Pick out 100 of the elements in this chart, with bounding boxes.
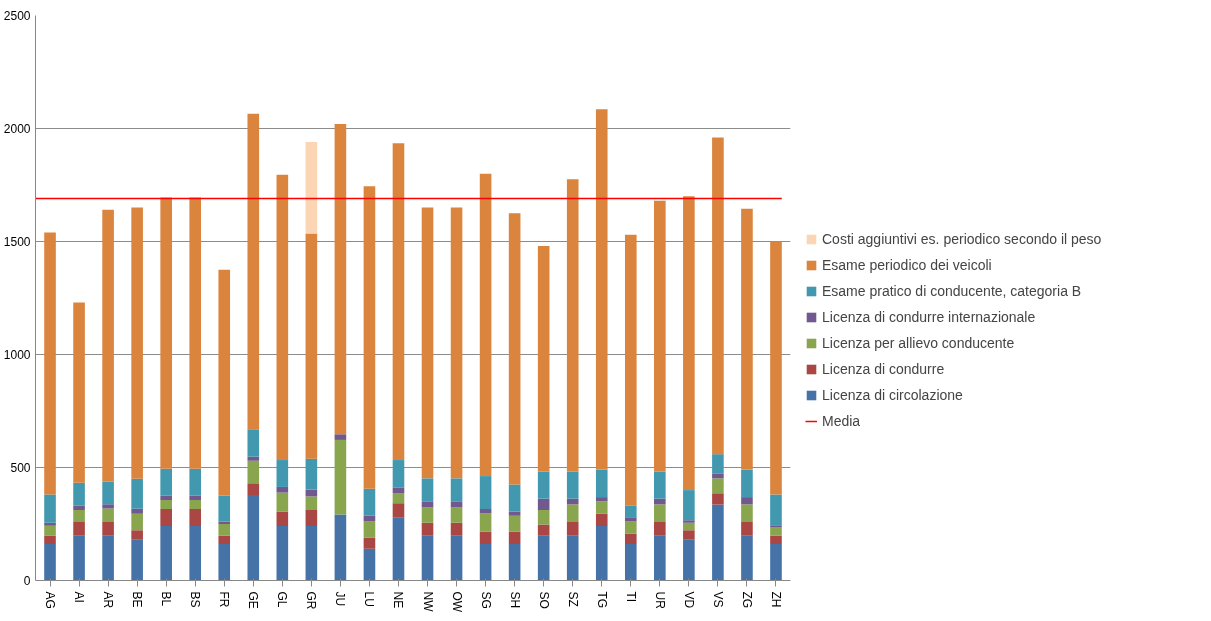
bar [247,495,260,581]
bar [566,521,579,536]
bar [392,460,405,488]
x-tick-label: NE [391,591,406,609]
bar [624,544,637,581]
bar [131,478,143,509]
bar [44,525,56,536]
bar [102,481,114,505]
bar [276,526,289,581]
bar [421,207,434,479]
x-tick-label: SZ [565,591,580,607]
bar [479,476,492,510]
bar [770,526,782,536]
bar [305,496,318,510]
bar [421,522,434,536]
bar [73,535,85,581]
bar [73,482,85,506]
bar [363,548,376,581]
y-tick-label: 0 [23,574,31,588]
bar [73,302,85,483]
bar [363,515,376,522]
y-tick-label: 2500 [3,9,31,23]
bar [683,522,695,531]
bar [392,517,405,581]
x-tick-label: OW [449,591,464,613]
bar [566,471,579,499]
bar [595,497,608,502]
bar [189,468,202,496]
bar [537,246,550,472]
bar [683,196,695,491]
bar [508,484,521,512]
x-tick-label: VD [681,591,696,609]
bar [683,530,695,540]
bar [102,535,114,581]
x-tick-label: TG [594,591,609,609]
bar [189,509,202,527]
bar [741,208,753,470]
bar [683,539,695,581]
bar [712,493,724,505]
bar [276,486,289,493]
bar [479,531,492,545]
bar [44,522,56,526]
bar [479,513,492,532]
bar [189,197,202,469]
bar [276,511,289,527]
legend-label: Licenza di condurre internazionale [822,309,1036,325]
bar [508,515,521,532]
bar [683,520,695,523]
bar [450,535,463,581]
legend-label: Media [822,413,861,429]
bar [712,454,724,474]
x-tick-label: JU [333,591,348,607]
x-tick-label: AR [101,591,116,609]
bar [247,460,260,484]
bar [566,498,579,505]
bar [363,186,376,489]
bar [334,123,347,435]
bar [654,535,666,581]
bar [566,535,579,581]
x-tick-label: ZH [768,591,783,608]
bar [305,526,318,581]
bar [595,469,608,498]
bar [741,521,753,536]
bar [131,513,143,531]
bar [712,478,724,494]
bar [73,505,85,510]
bar [624,521,637,534]
bar [131,530,143,540]
bar [537,524,550,536]
bar [770,241,782,495]
bar [247,456,260,461]
bar [537,509,550,525]
bar [537,535,550,581]
bar [741,535,753,581]
bar [683,490,695,521]
x-tick-label: AG [43,591,58,609]
legend-label: Licenza di condurre [822,361,945,377]
bar [741,497,753,505]
x-tick-label: BS [188,591,203,608]
bar [102,521,114,536]
bar [712,473,724,479]
bar [421,507,434,523]
bar [218,535,231,545]
x-tick-label: SH [507,591,522,609]
bar [247,483,260,496]
y-tick-label: 500 [10,461,31,475]
x-tick-label: LU [362,591,377,607]
bar [189,526,202,581]
bar [363,521,376,538]
y-tick-label: 1500 [3,235,31,249]
x-tick-label: FR [217,591,232,608]
x-tick-label: BL [159,591,174,607]
bar [712,504,724,581]
bar [247,113,260,430]
bar [654,504,666,522]
bar [624,533,637,545]
bar [218,495,231,522]
bar [654,521,666,536]
x-tick-label: ZG [739,591,754,609]
bar [44,494,56,523]
